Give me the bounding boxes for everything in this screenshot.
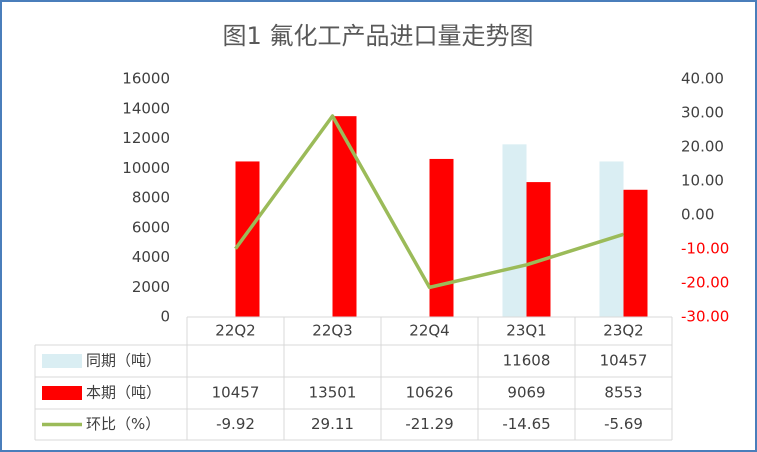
table-value: 8553 <box>604 384 642 402</box>
x-tick-label: 23Q2 <box>603 322 643 340</box>
x-tick-label: 22Q4 <box>409 322 449 340</box>
bar <box>502 144 527 317</box>
legend-label: 环比（%） <box>86 415 160 433</box>
legend-label: 同期（吨） <box>86 352 161 370</box>
y-tick-label: 6000 <box>132 218 170 236</box>
table-value: 10457 <box>600 352 648 370</box>
bar <box>429 158 454 317</box>
y-tick-label: 12000 <box>122 129 170 147</box>
x-tick-label: 23Q1 <box>506 322 546 340</box>
legend-swatch <box>42 386 82 400</box>
bar <box>526 182 551 317</box>
y2-tick-label: 30.00 <box>681 104 724 122</box>
line-series <box>234 114 625 290</box>
y2-tick-label: -20.00 <box>681 274 729 292</box>
bar <box>235 161 260 317</box>
y-tick-label: 0 <box>160 308 170 326</box>
y2-tick-label: -10.00 <box>681 240 729 258</box>
y2-tick-label: 40.00 <box>681 70 724 88</box>
table-value: 11608 <box>503 352 551 370</box>
y-tick-label: 10000 <box>122 159 170 177</box>
table-value: -14.65 <box>502 415 550 433</box>
y-tick-label: 14000 <box>122 99 170 117</box>
table-value: 9069 <box>507 384 545 402</box>
bar <box>623 189 648 317</box>
table-value: -9.92 <box>216 415 255 433</box>
table-value: 10626 <box>406 384 454 402</box>
x-tick-label: 22Q2 <box>215 322 255 340</box>
table-value: -21.29 <box>405 415 453 433</box>
y2-tick-label: 0.00 <box>681 206 714 224</box>
table-value: 29.11 <box>311 415 354 433</box>
legend-swatch <box>42 354 82 368</box>
table-value: 13501 <box>309 384 357 402</box>
y2-tick-label: -30.00 <box>681 308 729 326</box>
chart-title: 图1 氟化工产品进口量走势图 <box>223 22 534 50</box>
y-tick-label: 8000 <box>132 189 170 207</box>
table-value: 10457 <box>212 384 260 402</box>
y-tick-label: 4000 <box>132 248 170 266</box>
y2-tick-label: 20.00 <box>681 138 724 156</box>
x-tick-label: 22Q3 <box>312 322 352 340</box>
bar <box>332 116 357 317</box>
y2-tick-label: 10.00 <box>681 172 724 190</box>
legend-label: 本期（吨） <box>86 384 161 402</box>
y-tick-label: 16000 <box>122 70 170 88</box>
table-value: -5.69 <box>604 415 643 433</box>
y-tick-label: 2000 <box>132 278 170 296</box>
